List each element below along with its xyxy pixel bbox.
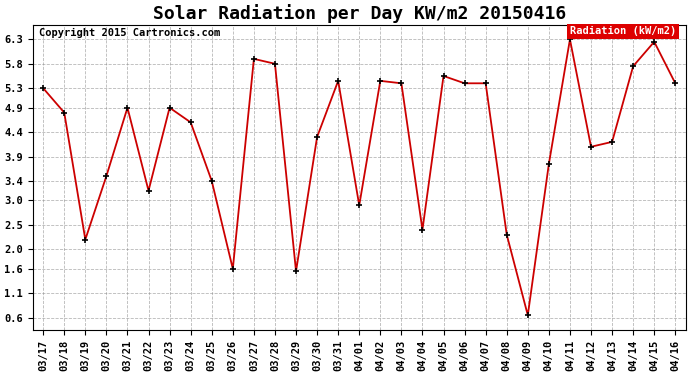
Text: Radiation (kW/m2): Radiation (kW/m2) <box>570 26 676 36</box>
Title: Solar Radiation per Day KW/m2 20150416: Solar Radiation per Day KW/m2 20150416 <box>152 4 566 23</box>
Text: Copyright 2015 Cartronics.com: Copyright 2015 Cartronics.com <box>39 28 220 38</box>
